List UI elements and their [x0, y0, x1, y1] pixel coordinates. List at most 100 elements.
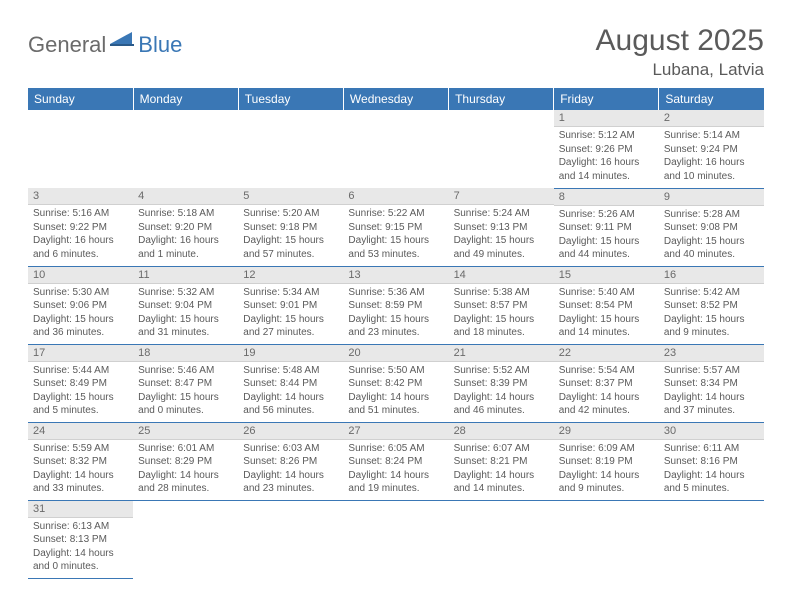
day-number: 4 [133, 188, 238, 205]
calendar-day-cell: 5Sunrise: 5:20 AMSunset: 9:18 PMDaylight… [238, 188, 343, 266]
calendar-day-cell: 8Sunrise: 5:26 AMSunset: 9:11 PMDaylight… [554, 188, 659, 266]
day-number: 27 [343, 423, 448, 440]
calendar-day-cell: 12Sunrise: 5:34 AMSunset: 9:01 PMDayligh… [238, 266, 343, 344]
day-body: Sunrise: 5:52 AMSunset: 8:39 PMDaylight:… [449, 362, 554, 422]
day-number: 3 [28, 188, 133, 205]
calendar-day-cell: 28Sunrise: 6:07 AMSunset: 8:21 PMDayligh… [449, 422, 554, 500]
calendar-day-cell: 16Sunrise: 5:42 AMSunset: 8:52 PMDayligh… [659, 266, 764, 344]
day-number: 24 [28, 423, 133, 440]
calendar-week-row: 10Sunrise: 5:30 AMSunset: 9:06 PMDayligh… [28, 266, 764, 344]
day-body: Sunrise: 5:48 AMSunset: 8:44 PMDaylight:… [238, 362, 343, 422]
calendar-empty-cell [554, 500, 659, 578]
calendar-day-cell: 15Sunrise: 5:40 AMSunset: 8:54 PMDayligh… [554, 266, 659, 344]
day-body: Sunrise: 5:18 AMSunset: 9:20 PMDaylight:… [133, 205, 238, 265]
day-number: 13 [343, 267, 448, 284]
calendar-day-cell: 18Sunrise: 5:46 AMSunset: 8:47 PMDayligh… [133, 344, 238, 422]
logo: General Blue [28, 30, 182, 59]
calendar-empty-cell [133, 110, 238, 188]
day-header: Sunday [28, 88, 133, 110]
calendar-day-cell: 31Sunrise: 6:13 AMSunset: 8:13 PMDayligh… [28, 500, 133, 578]
day-number: 12 [238, 267, 343, 284]
day-number: 15 [554, 267, 659, 284]
calendar-body: 1Sunrise: 5:12 AMSunset: 9:26 PMDaylight… [28, 110, 764, 578]
logo-text-general: General [28, 32, 106, 58]
day-body: Sunrise: 5:14 AMSunset: 9:24 PMDaylight:… [659, 127, 764, 187]
flag-icon [110, 30, 136, 53]
day-body: Sunrise: 5:24 AMSunset: 9:13 PMDaylight:… [449, 205, 554, 265]
calendar-day-cell: 22Sunrise: 5:54 AMSunset: 8:37 PMDayligh… [554, 344, 659, 422]
day-body: Sunrise: 6:09 AMSunset: 8:19 PMDaylight:… [554, 440, 659, 500]
calendar-day-cell: 3Sunrise: 5:16 AMSunset: 9:22 PMDaylight… [28, 188, 133, 266]
day-number: 16 [659, 267, 764, 284]
day-number: 29 [554, 423, 659, 440]
day-body: Sunrise: 5:40 AMSunset: 8:54 PMDaylight:… [554, 284, 659, 344]
day-number: 14 [449, 267, 554, 284]
day-body: Sunrise: 5:32 AMSunset: 9:04 PMDaylight:… [133, 284, 238, 344]
calendar-day-cell: 14Sunrise: 5:38 AMSunset: 8:57 PMDayligh… [449, 266, 554, 344]
calendar-empty-cell [238, 500, 343, 578]
day-body: Sunrise: 5:36 AMSunset: 8:59 PMDaylight:… [343, 284, 448, 344]
day-body: Sunrise: 6:07 AMSunset: 8:21 PMDaylight:… [449, 440, 554, 500]
day-body: Sunrise: 6:13 AMSunset: 8:13 PMDaylight:… [28, 518, 133, 578]
day-header: Saturday [659, 88, 764, 110]
day-number: 5 [238, 188, 343, 205]
calendar-week-row: 3Sunrise: 5:16 AMSunset: 9:22 PMDaylight… [28, 188, 764, 266]
day-number: 20 [343, 345, 448, 362]
day-body: Sunrise: 5:30 AMSunset: 9:06 PMDaylight:… [28, 284, 133, 344]
day-number: 6 [343, 188, 448, 205]
day-header: Thursday [449, 88, 554, 110]
day-body: Sunrise: 6:03 AMSunset: 8:26 PMDaylight:… [238, 440, 343, 500]
day-number: 9 [659, 189, 764, 206]
day-number: 21 [449, 345, 554, 362]
day-number: 23 [659, 345, 764, 362]
day-body: Sunrise: 6:05 AMSunset: 8:24 PMDaylight:… [343, 440, 448, 500]
calendar-header-row: SundayMondayTuesdayWednesdayThursdayFrid… [28, 88, 764, 110]
day-body: Sunrise: 5:44 AMSunset: 8:49 PMDaylight:… [28, 362, 133, 422]
calendar-day-cell: 23Sunrise: 5:57 AMSunset: 8:34 PMDayligh… [659, 344, 764, 422]
day-header: Friday [554, 88, 659, 110]
day-number: 1 [554, 110, 659, 127]
calendar-day-cell: 30Sunrise: 6:11 AMSunset: 8:16 PMDayligh… [659, 422, 764, 500]
day-body: Sunrise: 5:34 AMSunset: 9:01 PMDaylight:… [238, 284, 343, 344]
calendar-week-row: 31Sunrise: 6:13 AMSunset: 8:13 PMDayligh… [28, 500, 764, 578]
day-body: Sunrise: 5:20 AMSunset: 9:18 PMDaylight:… [238, 205, 343, 265]
day-body: Sunrise: 6:11 AMSunset: 8:16 PMDaylight:… [659, 440, 764, 500]
day-body: Sunrise: 5:42 AMSunset: 8:52 PMDaylight:… [659, 284, 764, 344]
day-header: Monday [133, 88, 238, 110]
calendar-empty-cell [449, 110, 554, 188]
calendar-empty-cell [343, 500, 448, 578]
calendar-week-row: 24Sunrise: 5:59 AMSunset: 8:32 PMDayligh… [28, 422, 764, 500]
month-title: August 2025 [596, 24, 764, 58]
title-block: August 2025 Lubana, Latvia [596, 24, 764, 80]
calendar-day-cell: 21Sunrise: 5:52 AMSunset: 8:39 PMDayligh… [449, 344, 554, 422]
logo-text-blue: Blue [138, 32, 182, 58]
day-body: Sunrise: 5:16 AMSunset: 9:22 PMDaylight:… [28, 205, 133, 265]
calendar-empty-cell [28, 110, 133, 188]
day-number: 17 [28, 345, 133, 362]
day-number: 2 [659, 110, 764, 127]
calendar-empty-cell [133, 500, 238, 578]
calendar-day-cell: 19Sunrise: 5:48 AMSunset: 8:44 PMDayligh… [238, 344, 343, 422]
day-body: Sunrise: 5:50 AMSunset: 8:42 PMDaylight:… [343, 362, 448, 422]
day-header: Tuesday [238, 88, 343, 110]
day-number: 10 [28, 267, 133, 284]
day-number: 28 [449, 423, 554, 440]
calendar-day-cell: 26Sunrise: 6:03 AMSunset: 8:26 PMDayligh… [238, 422, 343, 500]
calendar-empty-cell [343, 110, 448, 188]
day-body: Sunrise: 5:28 AMSunset: 9:08 PMDaylight:… [659, 206, 764, 266]
calendar-day-cell: 13Sunrise: 5:36 AMSunset: 8:59 PMDayligh… [343, 266, 448, 344]
day-number: 26 [238, 423, 343, 440]
day-body: Sunrise: 6:01 AMSunset: 8:29 PMDaylight:… [133, 440, 238, 500]
calendar-day-cell: 17Sunrise: 5:44 AMSunset: 8:49 PMDayligh… [28, 344, 133, 422]
calendar-week-row: 1Sunrise: 5:12 AMSunset: 9:26 PMDaylight… [28, 110, 764, 188]
calendar-day-cell: 20Sunrise: 5:50 AMSunset: 8:42 PMDayligh… [343, 344, 448, 422]
day-number: 31 [28, 501, 133, 518]
day-number: 19 [238, 345, 343, 362]
calendar-day-cell: 10Sunrise: 5:30 AMSunset: 9:06 PMDayligh… [28, 266, 133, 344]
calendar-empty-cell [238, 110, 343, 188]
day-number: 18 [133, 345, 238, 362]
day-body: Sunrise: 5:22 AMSunset: 9:15 PMDaylight:… [343, 205, 448, 265]
day-body: Sunrise: 5:46 AMSunset: 8:47 PMDaylight:… [133, 362, 238, 422]
calendar-day-cell: 27Sunrise: 6:05 AMSunset: 8:24 PMDayligh… [343, 422, 448, 500]
calendar-day-cell: 1Sunrise: 5:12 AMSunset: 9:26 PMDaylight… [554, 110, 659, 188]
